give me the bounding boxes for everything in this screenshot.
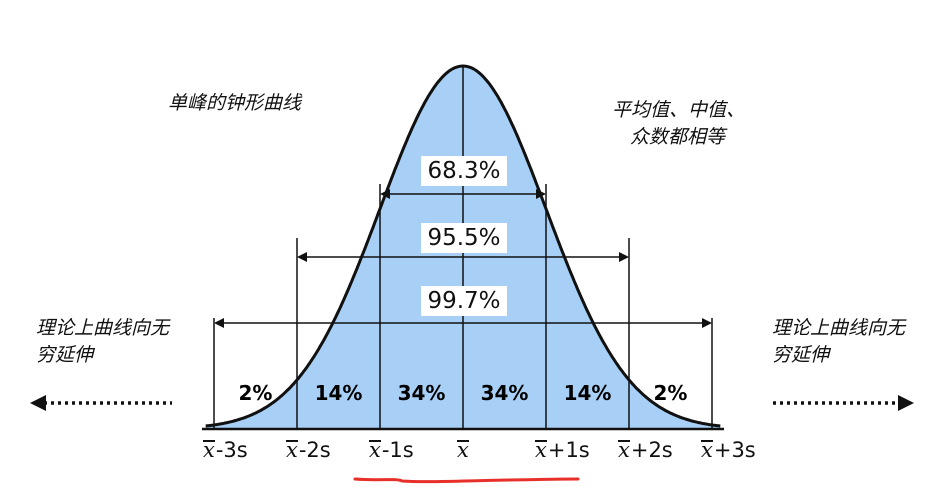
mean-symbol: x: [368, 438, 381, 462]
note-left-infinite-line2: 穷延伸: [36, 344, 94, 366]
red-underline: [353, 477, 580, 484]
segment-percent-label: 14%: [563, 381, 612, 405]
note-right-infinite-line2: 穷延伸: [772, 344, 830, 366]
mean-symbol: x: [456, 438, 469, 462]
sigma-tick-label: x-2s: [285, 438, 331, 462]
interval-percent-label: 95.5%: [421, 223, 507, 253]
segment-percent-label: 2%: [653, 381, 688, 405]
interval-percent-label: 99.7%: [421, 286, 507, 316]
sigma-suffix: -3s: [215, 438, 248, 462]
sigma-tick-label: x+2s: [617, 438, 673, 462]
sigma-tick-label: x-1s: [368, 438, 414, 462]
dotted-left-arrow-icon: [30, 395, 172, 411]
sigma-suffix: -2s: [298, 438, 331, 462]
mean-symbol: x: [700, 438, 713, 462]
sigma-suffix: -1s: [381, 438, 414, 462]
note-mean-equal: 平均值、中值、 众数都相等: [612, 97, 745, 151]
note-mean-equal-line1: 平均值、中值、: [612, 99, 746, 121]
sigma-tick-label: x: [456, 438, 470, 462]
sigma-suffix: +1s: [547, 438, 590, 462]
dotted-right-arrow-icon: [773, 395, 914, 411]
note-bell-curve: 单峰的钟形曲线: [168, 90, 301, 117]
note-left-infinite-line1: 理论上曲线向无: [36, 317, 170, 339]
segment-percent-label: 34%: [397, 381, 446, 405]
sigma-suffix: +2s: [630, 438, 673, 462]
sigma-tick-label: x-3s: [202, 438, 248, 462]
note-left-infinite: 理论上曲线向无 穷延伸: [36, 315, 169, 369]
interval-percent-label: 68.3%: [421, 156, 507, 186]
segment-percent-label: 2%: [238, 381, 273, 405]
mean-symbol: x: [534, 438, 547, 462]
note-mean-equal-line2: 众数都相等: [630, 126, 726, 148]
sigma-tick-label: x+3s: [700, 438, 756, 462]
range-arrow: [214, 318, 712, 328]
note-right-infinite-line1: 理论上曲线向无: [772, 317, 906, 339]
sigma-suffix: +3s: [713, 438, 756, 462]
sigma-tick-label: x+1s: [534, 438, 590, 462]
mean-symbol: x: [202, 438, 215, 462]
note-bell-curve-text: 单峰的钟形曲线: [168, 92, 302, 114]
mean-symbol: x: [617, 438, 630, 462]
segment-percent-label: 14%: [314, 381, 363, 405]
bell-curve: [205, 64, 721, 428]
range-arrow: [297, 252, 629, 262]
note-right-infinite: 理论上曲线向无 穷延伸: [772, 315, 905, 369]
segment-percent-label: 34%: [480, 381, 529, 405]
mean-symbol: x: [285, 438, 298, 462]
